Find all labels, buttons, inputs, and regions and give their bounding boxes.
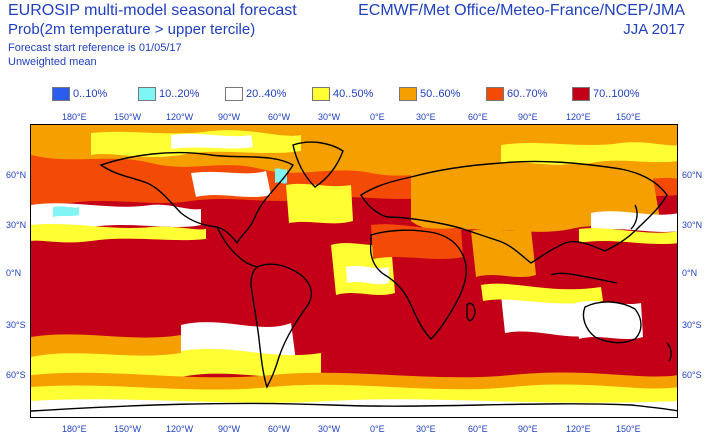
region-50-60-spacific [31, 334, 181, 357]
legend-swatch [572, 87, 590, 101]
lon-tick-top: 180°E [62, 112, 87, 122]
legend-swatch [486, 87, 504, 101]
coastlines [31, 141, 677, 412]
legend-label: 20..40% [246, 88, 287, 100]
legend-item: 20..40% [225, 86, 286, 102]
region-20-40-canada [191, 171, 271, 197]
legend-swatch [399, 87, 417, 101]
legend-item: 50..60% [399, 86, 460, 102]
lon-tick-bottom: 0°E [370, 424, 385, 434]
lon-tick-top: 150°W [114, 112, 142, 122]
lon-tick-top: 0°E [370, 112, 385, 122]
legend-label: 40..50% [333, 88, 374, 100]
region-40-50-siberia [501, 142, 677, 165]
period-label: JJA 2017 [623, 21, 685, 38]
lon-tick-bottom: 90°E [518, 424, 538, 434]
region-20-40-arctic [171, 133, 253, 149]
lon-tick-bottom: 120°E [566, 424, 591, 434]
weighting-note: Unweighted mean [8, 56, 97, 68]
lon-tick-bottom: 60°E [468, 424, 488, 434]
legend-swatch [138, 87, 156, 101]
lon-tick-top: 30°E [416, 112, 436, 122]
lon-tick-top: 90°E [518, 112, 538, 122]
lon-tick-bottom: 150°W [114, 424, 142, 434]
legend-swatch [225, 87, 243, 101]
lat-tick-right: 30°N [682, 220, 703, 230]
lon-tick-bottom: 30°W [318, 424, 341, 434]
lon-tick-top: 60°E [468, 112, 488, 122]
coast-antarctica [31, 402, 677, 412]
region-20-40-tropatl [346, 265, 389, 285]
coast-new-zealand [666, 342, 672, 362]
lat-tick-left: 60°N [6, 170, 27, 180]
lon-tick-bottom: 90°W [218, 424, 241, 434]
lon-tick-top: 30°W [318, 112, 341, 122]
coast-africa [369, 229, 467, 340]
coast-japan [630, 204, 638, 230]
region-40-50-npacific [31, 224, 206, 243]
legend-item: 40..50% [312, 86, 373, 102]
legend-item: 70..100% [572, 86, 639, 102]
region-40-50-atlantic [286, 183, 353, 224]
subtitle-left: Prob(2m temperature > upper tercile) [8, 21, 256, 38]
legend-swatch [52, 87, 70, 101]
title-left: EUROSIP multi-model seasonal forecast [8, 2, 297, 19]
region-20-40-australia [576, 301, 643, 339]
legend: 0..10% 10..20% 20..40% 40..50% 50..60% 6… [0, 86, 705, 106]
lat-tick-right: 60°N [682, 170, 703, 180]
lat-tick-left: 60°S [6, 370, 26, 380]
legend-label: 50..60% [420, 88, 461, 100]
coast-australia [582, 301, 642, 344]
title-right: ECMWF/Met Office/Meteo-France/NCEP/JMA [358, 2, 685, 19]
lon-tick-bottom: 60°W [268, 424, 291, 434]
coast-indonesia [550, 272, 618, 284]
legend-item: 10..20% [138, 86, 199, 102]
lon-tick-top: 120°E [566, 112, 591, 122]
forecast-reference: Forecast start reference is 01/05/17 [8, 42, 182, 54]
legend-item: 60..70% [486, 86, 547, 102]
lon-tick-bottom: 150°E [616, 424, 641, 434]
coast-europe-asia [360, 160, 668, 264]
coast-greenland [292, 141, 344, 188]
coast-central-america [216, 226, 258, 268]
region-10-20-npacific [53, 206, 79, 217]
region-40-50-indian [481, 283, 603, 304]
lon-tick-bottom: 30°E [416, 424, 436, 434]
lat-tick-left: 30°S [6, 320, 26, 330]
lon-tick-top: 60°W [268, 112, 291, 122]
lon-tick-bottom: 120°W [166, 424, 194, 434]
legend-label: 70..100% [593, 88, 640, 100]
coast-south-america [250, 263, 312, 389]
legend-item: 0..10% [52, 86, 107, 102]
legend-swatch [312, 87, 330, 101]
lat-tick-right: 0°N [682, 268, 698, 278]
legend-label: 10..20% [159, 88, 200, 100]
region-10-20-arctic [275, 168, 287, 184]
lat-tick-left: 30°N [6, 220, 27, 230]
lat-tick-left: 0°N [6, 268, 22, 278]
region-20-40-indian [501, 293, 595, 337]
legend-label: 0..10% [73, 88, 108, 100]
region-20-40-nwpacific [591, 211, 677, 232]
lat-tick-right: 60°S [682, 370, 702, 380]
coast-madagascar [466, 302, 476, 322]
lon-tick-bottom: 180°E [62, 424, 87, 434]
lon-tick-top: 120°W [166, 112, 194, 122]
lon-tick-top: 90°W [218, 112, 241, 122]
lat-tick-right: 30°S [682, 320, 702, 330]
region-50-60-india [471, 229, 536, 277]
region-40-50-spacific [31, 348, 321, 381]
region-40-50-southern [31, 384, 677, 405]
coast-north-america [99, 151, 294, 245]
map-panel [30, 124, 678, 418]
legend-label: 60..70% [507, 88, 548, 100]
region-60-70-africa [371, 224, 463, 259]
lon-tick-top: 150°E [616, 112, 641, 122]
probability-map [31, 125, 677, 417]
